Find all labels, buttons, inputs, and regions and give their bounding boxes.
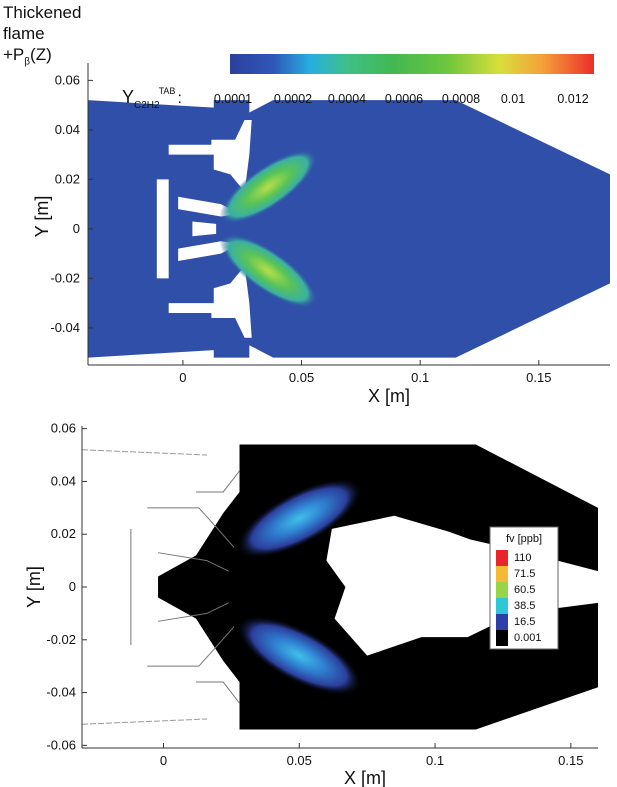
- c2h2-flame-lobe-1: [219, 233, 318, 309]
- top-chart-svg: 0.06 0.04 0.02 0 -0.02 -0.04 0 0.05 0.1 0.15 X [m]…: [32, 54, 610, 406]
- legend-title: fv [ppb]: [506, 533, 542, 545]
- injector-outline-4: [157, 602, 229, 622]
- legend-swatch: [496, 582, 508, 598]
- bottom-field-layer: [81, 444, 598, 730]
- bottom-y-tick-label: -0.06: [46, 737, 76, 752]
- legend-swatch: [496, 566, 508, 582]
- top-y-tick-label: -0.04: [50, 320, 80, 335]
- top-y-axis-title: Y [m]: [32, 196, 52, 238]
- legend-label: 16.5: [514, 616, 535, 628]
- bottom-x-tick-label: 0.1: [426, 753, 444, 768]
- formula-prefix: +P: [3, 45, 25, 64]
- colorbar-tick-label: 0.0001: [214, 92, 252, 106]
- injector-part-1: [168, 266, 252, 338]
- legend-swatch: [496, 598, 508, 614]
- bottom-x-tick-label: 0.05: [287, 753, 312, 768]
- top-x-tick-label: 0: [179, 370, 186, 385]
- soot-free-region: [326, 515, 598, 656]
- bottom-y-tick-label: 0.04: [51, 473, 76, 488]
- fv-legend: fv [ppb] 110 71.5 60.5 38.5 16.5 0.001: [489, 526, 559, 650]
- injector-outline-3: [157, 552, 229, 572]
- colorbar-variable-label: YC2H2TAB:: [122, 86, 182, 111]
- colorbar-tick-label: 0.01: [501, 92, 525, 106]
- bottom-chart-panel: 0.06 0.04 0.02 0 -0.02 -0.04 -0.06 0 0.05 0.1 0.15…: [0, 410, 617, 787]
- bottom-y-tick-label: 0.06: [51, 421, 76, 436]
- colorbar-tick-label: 0.0002: [274, 92, 312, 106]
- legend-label: 38.5: [514, 600, 535, 612]
- legend-label: 110: [514, 552, 532, 564]
- legend-swatch: [496, 550, 508, 566]
- bottom-y-tick-label: -0.02: [46, 632, 76, 647]
- top-y-tick-label: 0.04: [55, 122, 80, 137]
- formula-suffix: (Z): [30, 45, 52, 64]
- top-x-axis-title: X [m]: [368, 386, 410, 406]
- top-y-tick-label: -0.02: [50, 270, 80, 285]
- bottom-x-tick-label: 0.15: [558, 753, 583, 768]
- top-axes-layer: 0.06 0.04 0.02 0 -0.02 -0.04 0 0.05 0.1 0.15 X [m]…: [32, 63, 610, 406]
- injector-part-0: [168, 119, 252, 192]
- colorbar-tick-label: 0.0004: [328, 92, 366, 106]
- bottom-y-tick-label: 0: [69, 579, 76, 594]
- thickened-flame-caption: Thickened flame +Pβ(Z): [3, 2, 81, 72]
- bottom-y-tick-label: -0.04: [46, 685, 76, 700]
- top-chart-panel: Thickened flame +Pβ(Z): [3, 2, 610, 406]
- bottom-x-axis-title: X [m]: [344, 768, 386, 787]
- caption-line-1: Thickened: [3, 3, 82, 22]
- injector-outline-1: [147, 507, 235, 548]
- legend-swatch: [496, 614, 508, 630]
- caption-line-2: flame: [3, 24, 45, 43]
- legend-label: 60.5: [514, 584, 535, 596]
- legend-label: 0.001: [514, 632, 542, 644]
- caption-formula: +Pβ(Z): [3, 44, 81, 72]
- bottom-y-axis-title: Y [m]: [24, 566, 44, 608]
- inlet-duct-edge-0: [81, 449, 207, 456]
- top-y-tick-label: 0.02: [55, 171, 80, 186]
- colorbar-tick-label: 0.012: [557, 92, 588, 106]
- top-x-tick-label: 0.05: [289, 370, 314, 385]
- legend-swatch: [496, 630, 508, 646]
- injector-part-2: [156, 179, 169, 279]
- injector-outline-5: [196, 470, 240, 493]
- top-field-layer: [88, 100, 610, 358]
- c2h2-flame-lobe-0: [219, 149, 318, 224]
- injector-part-5: [192, 221, 217, 237]
- top-x-tick-label: 0.1: [411, 370, 429, 385]
- formula-sub: β: [24, 56, 31, 68]
- injector-outline-6: [196, 681, 240, 704]
- top-y-tick-label: 0: [73, 221, 80, 236]
- legend-label: 71.5: [514, 568, 535, 580]
- injector-outline-2: [147, 626, 235, 667]
- colorbar-gradient: [230, 54, 594, 74]
- top-colorbar: 0.0001 0.0002 0.0004 0.0006 0.0008 0.01 0.012 Y…: [122, 54, 594, 111]
- soot-lobe-0: [236, 478, 363, 559]
- top-x-tick-label: 0.15: [526, 370, 551, 385]
- inlet-duct-edge-1: [81, 718, 207, 725]
- top-y-tick-label: 0.06: [55, 72, 80, 87]
- colorbar-tick-label: 0.0006: [385, 92, 423, 106]
- bottom-chart-svg: 0.06 0.04 0.02 0 -0.02 -0.04 -0.06 0 0.05 0.1 0.15…: [24, 421, 598, 787]
- bottom-x-tick-label: 0: [160, 753, 167, 768]
- bottom-y-tick-label: 0.02: [51, 526, 76, 541]
- bottom-axes-layer: 0.06 0.04 0.02 0 -0.02 -0.04 -0.06 0 0.05 0.1 0.15…: [24, 421, 598, 787]
- soot-lobe-1: [236, 615, 363, 696]
- colorbar-tick-label: 0.0008: [442, 92, 480, 106]
